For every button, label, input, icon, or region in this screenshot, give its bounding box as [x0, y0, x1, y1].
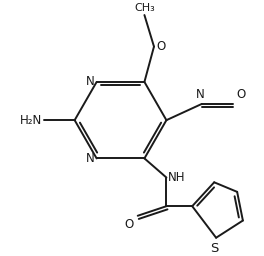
- Text: O: O: [157, 40, 166, 53]
- Text: N: N: [86, 152, 95, 165]
- Text: N: N: [86, 76, 95, 88]
- Text: O: O: [125, 218, 134, 231]
- Text: NH: NH: [168, 171, 186, 184]
- Text: CH₃: CH₃: [134, 3, 155, 13]
- Text: N: N: [195, 88, 204, 101]
- Text: O: O: [236, 88, 246, 101]
- Text: S: S: [210, 242, 218, 254]
- Text: H₂N: H₂N: [20, 114, 42, 127]
